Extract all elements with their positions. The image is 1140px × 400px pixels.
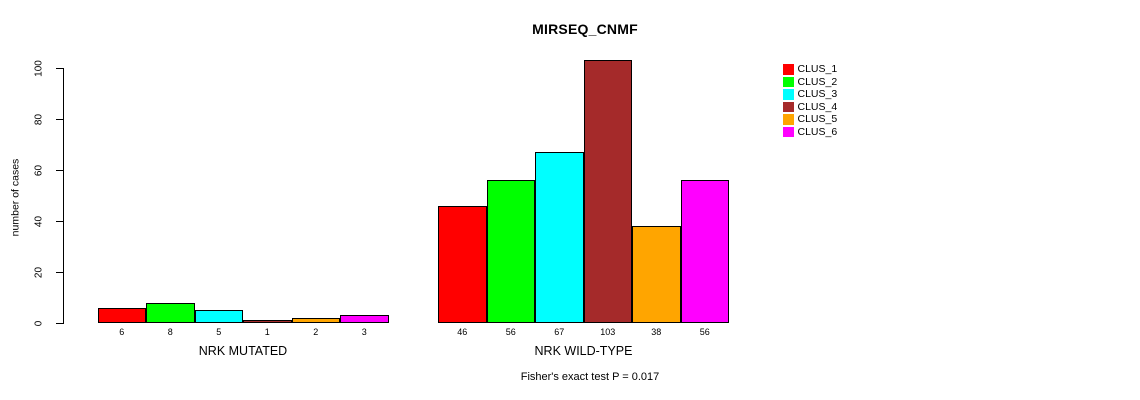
- y-tick-label-0: 0: [33, 320, 45, 326]
- bar-clus_3-mutated: [194, 310, 243, 323]
- legend-swatch-icon: [783, 76, 794, 87]
- bar-value-label: 67: [554, 327, 565, 337]
- bar-value-label: 46: [457, 327, 468, 337]
- bar-value-label: 38: [651, 327, 662, 337]
- legend-item-clus_6: CLUS_6: [783, 126, 837, 139]
- bar-value-label: 3: [361, 327, 367, 337]
- bar-clus_4-mutated: [243, 320, 292, 323]
- y-tick-label-100: 100: [33, 59, 45, 77]
- group-label-mutated: NRK MUTATED: [198, 344, 288, 358]
- y-tick-label-80: 80: [33, 113, 45, 125]
- legend-label: CLUS_3: [797, 88, 838, 100]
- legend-item-clus_4: CLUS_4: [783, 101, 837, 114]
- legend-item-clus_2: CLUS_2: [783, 76, 837, 89]
- legend-label: CLUS_2: [797, 75, 838, 88]
- bar-value-label: 6: [119, 327, 125, 337]
- legend: CLUS_1 CLUS_2 CLUS_3 CLUS_4 CLUS_5 CLUS_6: [783, 63, 837, 138]
- bar-value-label: 103: [600, 327, 616, 337]
- legend-item-clus_3: CLUS_3: [783, 88, 837, 101]
- legend-swatch-icon: [783, 64, 794, 75]
- y-tick-label-60: 60: [33, 164, 45, 176]
- y-tick-60: [56, 169, 63, 171]
- bar-value-label: 5: [216, 327, 222, 337]
- y-tick-0: [56, 322, 63, 324]
- y-tick-label-40: 40: [33, 215, 45, 227]
- bar-clus_3-wild-type: [535, 152, 584, 323]
- bar-value-label: 56: [505, 327, 516, 337]
- bar-value-label: 2: [313, 327, 319, 337]
- legend-label: CLUS_1: [797, 63, 838, 75]
- chart-title: MIRSEQ_CNMF: [532, 21, 638, 37]
- bar-clus_6-mutated: [340, 315, 389, 323]
- legend-label: CLUS_6: [797, 125, 838, 138]
- bar-clus_6-wild-type: [680, 180, 729, 323]
- y-tick-40: [56, 220, 63, 222]
- bar-clus_1-wild-type: [438, 205, 487, 323]
- legend-item-clus_1: CLUS_1: [783, 63, 837, 76]
- bar-clus_2-mutated: [146, 302, 195, 323]
- y-tick-100: [56, 67, 63, 69]
- legend-item-clus_5: CLUS_5: [783, 113, 837, 126]
- y-tick-20: [56, 271, 63, 273]
- bar-clus_1-mutated: [97, 307, 146, 323]
- legend-swatch-icon: [783, 89, 794, 100]
- y-tick-80: [56, 118, 63, 120]
- bar-clus_5-wild-type: [632, 226, 681, 323]
- fisher-test-annotation: Fisher's exact test P = 0.017: [520, 371, 660, 383]
- bar-clus_2-wild-type: [486, 180, 535, 323]
- y-axis-label: number of cases: [9, 158, 22, 237]
- group-label-wild-type: NRK WILD-TYPE: [534, 344, 633, 358]
- bar-value-label: 56: [699, 327, 710, 337]
- legend-swatch-icon: [783, 126, 794, 137]
- bar-clus_4-wild-type: [583, 60, 632, 323]
- bar-value-label: 1: [264, 327, 270, 337]
- legend-swatch-icon: [783, 101, 794, 112]
- legend-label: CLUS_4: [797, 100, 838, 113]
- y-axis-line: [63, 68, 64, 324]
- bar-clus_5-mutated: [291, 317, 340, 323]
- legend-swatch-icon: [783, 114, 794, 125]
- legend-label: CLUS_5: [797, 113, 838, 125]
- y-tick-label-20: 20: [33, 266, 45, 278]
- bar-value-label: 8: [167, 327, 173, 337]
